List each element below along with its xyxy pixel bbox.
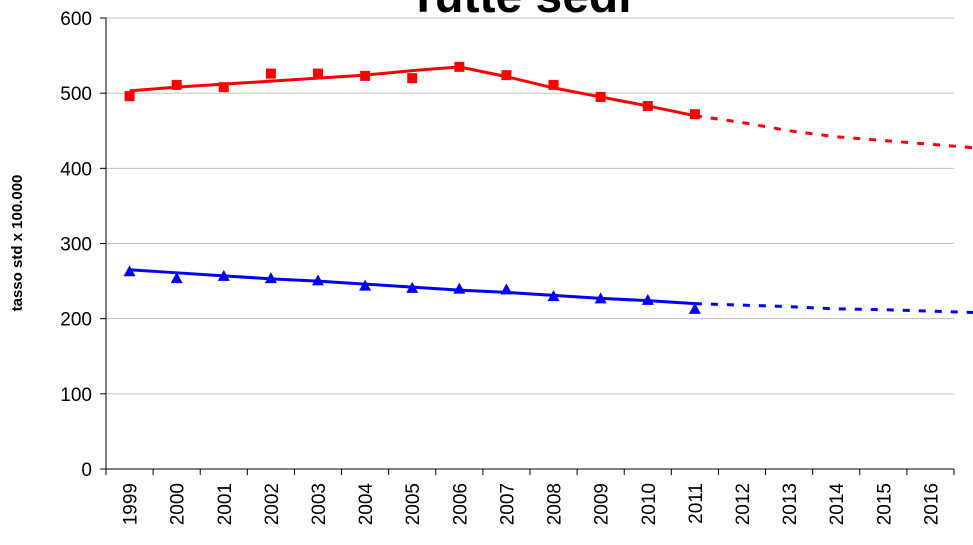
chart-title: Tutte sedi [408, 0, 631, 23]
x-tick-label-1999: 1999 [121, 483, 142, 525]
x-tick-labels: 1999 2000 2001 2002 2003 2004 2005 2006 2007 2008… [121, 483, 943, 526]
series-1-point-2002 [264, 272, 277, 284]
y-tick-labels: 0 100 200 300 400 500 600 [60, 9, 92, 481]
series-1-point-2004 [359, 279, 372, 291]
series-0-point-1999 [124, 91, 135, 102]
x-tick-label-2015: 2015 [874, 483, 895, 525]
series-1-point-2005 [406, 281, 419, 293]
x-tick-label-2013: 2013 [780, 483, 801, 525]
gridlines [106, 17, 954, 395]
x-tick-label-2005: 2005 [403, 483, 424, 525]
x-tick-label-2000: 2000 [168, 483, 189, 525]
series-0-point-2007 [501, 70, 512, 81]
series-0-point-2000 [171, 79, 182, 90]
series-0-point-2009 [595, 91, 606, 102]
x-tick-label-2004: 2004 [356, 483, 377, 526]
x-tick-label-2006: 2006 [450, 483, 471, 525]
series-0-point-2011 [689, 109, 700, 120]
x-tick-label-2003: 2003 [309, 483, 330, 525]
series-0-point-2003 [313, 68, 323, 79]
series-group [123, 61, 973, 315]
y-tick-label-200: 200 [60, 310, 92, 331]
series-1-point-2000 [170, 272, 183, 284]
series-1-point-2001 [217, 269, 230, 281]
series-1-point-1999 [123, 265, 136, 277]
x-tick-label-2011: 2011 [686, 483, 707, 524]
x-tick-label-2009: 2009 [592, 483, 613, 525]
y-axis-label: tasso std x 100.000 [9, 175, 26, 312]
x-tick-label-2010: 2010 [639, 483, 660, 525]
x-tick-label-2001: 2001 [215, 483, 236, 525]
y-tick-label-400: 400 [60, 159, 92, 180]
series-0-point-2002 [265, 68, 276, 79]
series-1-point-2006 [453, 282, 466, 294]
x-tick-label-2012: 2012 [733, 483, 754, 525]
series-1-point-2011 [688, 302, 701, 314]
series-0-projected-line [694, 114, 973, 150]
series-1-point-2003 [312, 274, 324, 286]
series-1-point-2007 [500, 283, 513, 295]
series-1 [123, 265, 973, 315]
x-tick-label-2002: 2002 [262, 483, 283, 525]
x-tick-label-2008: 2008 [545, 483, 566, 525]
series-0-point-2008 [548, 79, 559, 90]
series-1-point-2010 [641, 293, 654, 305]
series-0-point-2006 [454, 61, 465, 72]
series-0 [124, 61, 973, 150]
x-tick-label-2016: 2016 [921, 483, 942, 525]
series-1-point-2008 [547, 290, 560, 302]
series-1-point-2009 [594, 292, 607, 304]
x-tick-label-2007: 2007 [497, 483, 518, 525]
y-tick-label-100: 100 [60, 385, 92, 406]
series-0-point-2010 [642, 100, 653, 111]
y-tick-label-600: 600 [60, 9, 92, 30]
x-tick-label-2014: 2014 [827, 483, 848, 526]
y-tick-label-500: 500 [60, 84, 92, 105]
series-0-point-2005 [407, 73, 418, 84]
series-0-point-2001 [218, 82, 229, 93]
axes [100, 17, 955, 475]
series-1-projected-line [694, 302, 973, 315]
series-0-point-2004 [360, 70, 371, 81]
y-tick-label-300: 300 [60, 235, 92, 256]
y-tick-label-0: 0 [81, 460, 92, 481]
